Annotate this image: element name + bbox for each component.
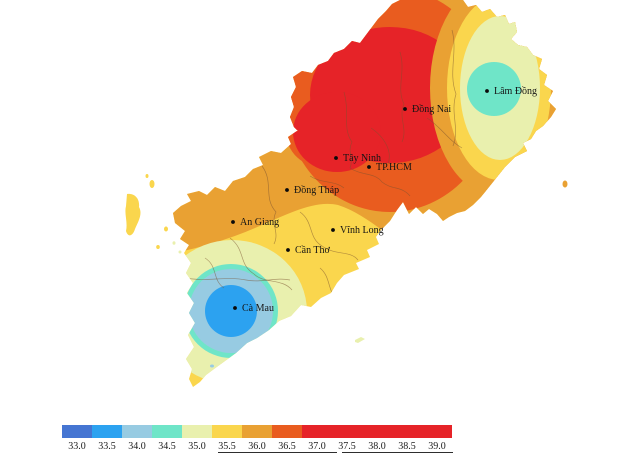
legend-swatch-37-5 [332, 425, 362, 438]
city-marker-can-tho: Cần Thơ [286, 245, 331, 256]
province-borders [185, 29, 463, 303]
con-dao-island [355, 337, 365, 343]
legend-tick-label: 36.5 [278, 441, 296, 452]
city-marker-vinh-long: Vĩnh Long [331, 225, 384, 236]
city-label: Lâm Đồng [494, 86, 537, 97]
city-label: Tây Ninh [343, 153, 381, 164]
legend-tick-label: 36.0 [248, 441, 266, 452]
legend-swatch-34-0 [122, 425, 152, 438]
small-island [156, 245, 160, 249]
city-dot [403, 107, 407, 111]
legend-swatch-35-0 [182, 425, 212, 438]
legend-tick-label: 35.0 [188, 441, 206, 452]
legend-colorbar: 33.0 33.5 34.0 34.5 35.0 35.5 36.0 36.5 … [62, 425, 453, 453]
city-marker-tay-ninh: Tây Ninh [334, 153, 381, 164]
city-marker-dong-nai: Đồng Nai [403, 104, 451, 115]
city-dot [285, 188, 289, 192]
city-dot [286, 248, 290, 252]
legend-tick-label: 33.5 [98, 441, 116, 452]
city-dot [331, 228, 335, 232]
legend-tick-label: 38.5 [398, 441, 416, 452]
small-island [172, 241, 176, 245]
islands [125, 174, 568, 368]
legend-swatch-33-5 [92, 425, 122, 438]
legend-tick-label: 35.5 [218, 441, 236, 452]
legend-tick-label: 34.5 [158, 441, 176, 452]
lamdong-cool-spot-34-5 [467, 62, 521, 116]
city-label: Đồng Nai [412, 104, 451, 115]
legend-tick-label: 38.0 [368, 441, 386, 452]
city-marker-lam-dong: Lâm Đồng [485, 86, 537, 97]
legend-swatch-38-5 [392, 425, 422, 438]
small-island [178, 250, 182, 254]
phu-quoc-island [125, 193, 141, 236]
legend-tick-label: 33.0 [68, 441, 86, 452]
legend-underline [342, 452, 453, 453]
legend-swatch-38-0 [362, 425, 392, 438]
city-markers: Lâm Đồng Đồng Nai Tây Ninh TP.HCM Đồng T… [231, 86, 537, 314]
legend-swatch-33-0 [62, 425, 92, 438]
legend-swatch-36-5 [272, 425, 302, 438]
city-marker-tphcm: TP.HCM [367, 162, 412, 173]
camau-cool-spot-33-5 [205, 285, 257, 337]
city-label: TP.HCM [376, 162, 412, 173]
city-dot [231, 220, 235, 224]
city-label: An Giang [240, 217, 279, 228]
legend-swatch-35-5 [212, 425, 242, 438]
small-island [210, 364, 214, 368]
legend-tick-label: 39.0 [428, 441, 446, 452]
legend-swatch-34-5 [152, 425, 182, 438]
city-label: Cần Thơ [295, 245, 331, 256]
city-label: Cà Mau [242, 303, 274, 314]
small-island [145, 174, 149, 178]
city-marker-ca-mau: Cà Mau [233, 303, 274, 314]
legend-swatch-37-0 [302, 425, 332, 438]
city-label: Vĩnh Long [340, 225, 384, 236]
small-island [164, 226, 168, 232]
legend-tick-label: 34.0 [128, 441, 146, 452]
city-dot [367, 165, 371, 169]
small-island [149, 180, 155, 188]
city-dot [334, 156, 338, 160]
city-marker-an-giang: An Giang [231, 217, 279, 228]
legend-tick-label: 37.5 [338, 441, 356, 452]
legend-swatch-39-0 [422, 425, 452, 438]
legend-tick-label: 37.0 [308, 441, 326, 452]
band-37-0-sw-lobe [293, 92, 381, 172]
city-label: Đồng Tháp [294, 185, 339, 196]
city-marker-dong-thap: Đồng Tháp [285, 185, 339, 196]
legend-swatch-36-0 [242, 425, 272, 438]
legend-underline [218, 452, 337, 453]
city-dot [485, 89, 489, 93]
city-dot [233, 306, 237, 310]
phu-quy-island [562, 180, 568, 188]
